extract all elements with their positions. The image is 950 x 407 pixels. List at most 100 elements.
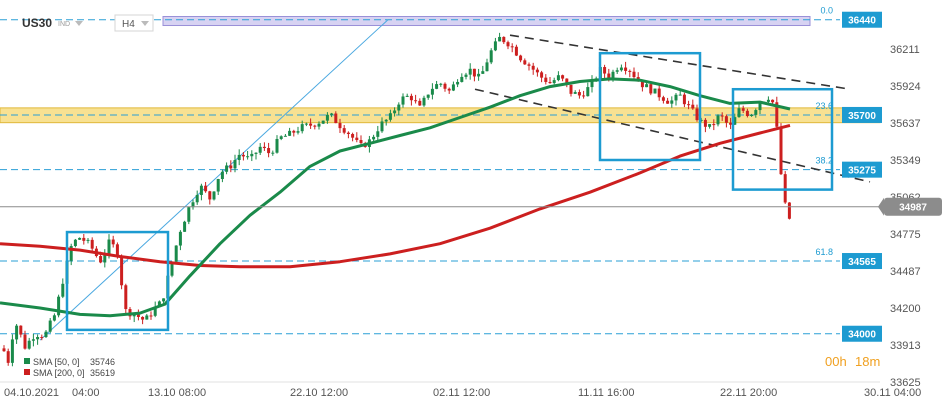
candle-body <box>674 94 678 101</box>
candle-body <box>447 88 451 91</box>
fib-level-label: 38.2 <box>815 156 833 166</box>
legend-label: SMA [200, 0] <box>33 368 85 378</box>
candle-body <box>208 191 212 200</box>
candle-body <box>61 283 65 297</box>
fib-level-label: 23.6 <box>815 101 833 111</box>
candle-body <box>703 119 707 127</box>
candle-body <box>90 239 94 249</box>
candle-body <box>766 99 770 102</box>
timer-minutes: 18m <box>855 354 880 369</box>
candle-body <box>342 128 346 133</box>
candle-body <box>304 123 308 125</box>
timeframe-dropdown-icon[interactable] <box>141 21 149 26</box>
candle-body <box>443 83 447 89</box>
candle-body <box>628 70 632 72</box>
candle-body <box>73 239 77 247</box>
candle-body <box>300 124 304 132</box>
candle-body <box>640 81 644 88</box>
candle-body <box>708 124 712 127</box>
candle-body <box>498 36 502 42</box>
candle-body <box>145 315 149 320</box>
candle-body <box>330 113 334 115</box>
candle-body <box>153 306 157 316</box>
level-badge-label: 34000 <box>848 330 876 341</box>
candle-body <box>430 88 434 95</box>
candle-body <box>695 108 699 121</box>
candle-body <box>535 69 539 73</box>
candle-body <box>649 84 653 94</box>
candle-body <box>262 146 266 149</box>
candle-body <box>603 67 607 74</box>
candle-body <box>313 125 317 127</box>
candle-body <box>141 316 145 320</box>
y-tick-label: 34200 <box>890 303 921 315</box>
candle-body <box>477 73 481 77</box>
candle-body <box>372 136 376 140</box>
current-price-label: 34987 <box>899 203 927 214</box>
y-tick-label: 34487 <box>890 266 921 278</box>
range-box-3 <box>731 87 834 191</box>
candle-body <box>19 325 23 335</box>
candle-timer: 00h 18m <box>825 354 880 369</box>
level-badge-label: 34565 <box>848 257 876 268</box>
candle-body <box>229 165 233 169</box>
x-tick-label: 13.10 08:00 <box>148 387 206 399</box>
candle-body <box>582 95 586 97</box>
candle-body <box>334 113 338 124</box>
legend-swatch <box>24 358 30 364</box>
current-price-badge: 34987 <box>878 197 942 216</box>
x-tick-label: 22.10 12:00 <box>290 387 348 399</box>
candle-body <box>687 104 691 106</box>
candle-body <box>506 42 510 47</box>
legend-label: SMA [50, 0] <box>33 357 80 367</box>
candle-body <box>607 73 611 79</box>
range-box-2 <box>598 51 702 162</box>
candle-body <box>737 108 741 118</box>
timeframe-selector[interactable] <box>114 14 154 32</box>
candle-body <box>577 92 581 96</box>
candle-body <box>548 81 552 84</box>
boxes-layer <box>65 51 834 332</box>
candle-body <box>611 71 615 79</box>
candle-body <box>288 130 292 136</box>
x-tick-label: 04:00 <box>72 387 100 399</box>
candle-body <box>99 256 103 263</box>
candle-body <box>380 121 384 132</box>
candle-body <box>191 202 195 208</box>
candle-body <box>120 256 124 286</box>
candle-body <box>426 94 430 98</box>
candle-body <box>565 78 569 85</box>
candle-body <box>254 152 258 154</box>
candle-body <box>325 114 329 121</box>
candle-body <box>57 296 61 316</box>
candle-body <box>78 237 82 240</box>
candle-body <box>657 88 661 98</box>
upper-trendline <box>509 34 851 91</box>
candle-body <box>216 179 220 192</box>
legend-swatch <box>24 369 30 375</box>
candle-body <box>233 160 237 169</box>
candle-body <box>573 92 577 94</box>
level-badge <box>842 325 882 342</box>
candle-body <box>170 261 174 276</box>
sma200-line <box>0 123 791 269</box>
candle-body <box>111 239 115 245</box>
candle-body <box>754 110 758 115</box>
symbol-dropdown-icon[interactable] <box>75 21 83 26</box>
candle-body <box>771 99 775 103</box>
candle-body <box>204 185 208 192</box>
candle-body <box>132 314 136 317</box>
candle-body <box>124 285 128 310</box>
candle-body <box>149 315 153 317</box>
candle-body <box>388 113 392 120</box>
candle-body <box>653 88 657 94</box>
candle-body <box>435 84 439 89</box>
fib-diagonal <box>39 19 389 341</box>
candle-body <box>561 75 565 79</box>
candle-body <box>481 71 485 74</box>
candle-body <box>346 132 350 135</box>
symbol-label[interactable]: US30 <box>22 16 52 30</box>
candle-body <box>523 60 527 65</box>
